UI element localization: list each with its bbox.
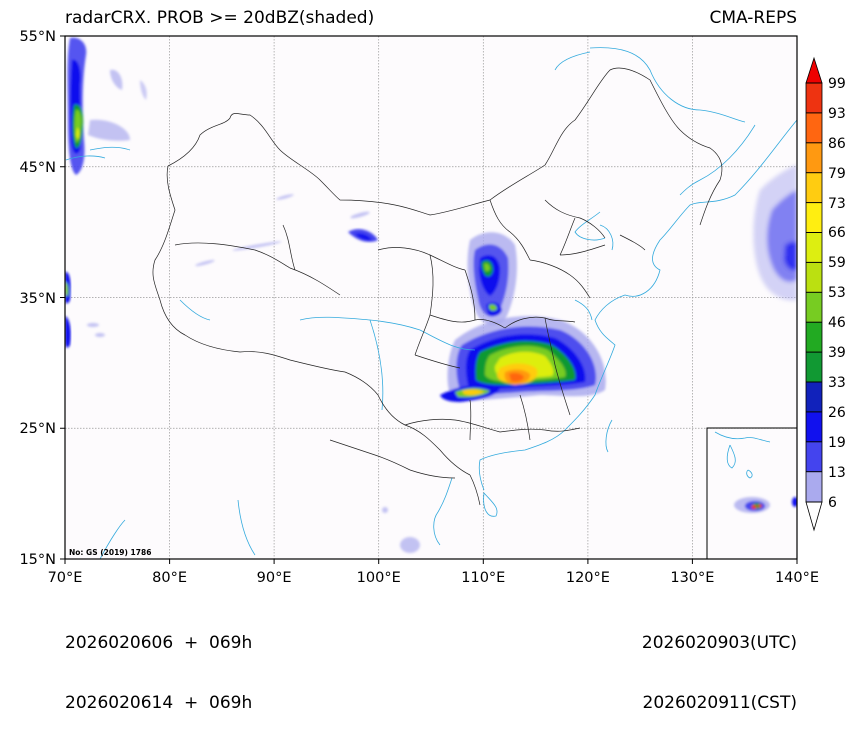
coastlines-rivers	[65, 47, 797, 559]
valid-time-utc: 2026020903(UTC)	[641, 633, 797, 653]
init-time-utc: 2026020606 + 069h	[65, 633, 253, 653]
colorbar-label: 93	[828, 106, 846, 122]
colorbar-label: 39	[828, 345, 846, 361]
colorbar-label: 6	[828, 495, 837, 511]
colorbar-labels: 99 93 86 79 73 66 59 53 46 39 33 26 19 1…	[828, 76, 846, 511]
valid-time-block: 2026020903(UTC) 2026020911(CST)	[642, 593, 797, 733]
y-tick-label: 45°N	[19, 160, 56, 176]
x-tick-label: 100°E	[357, 570, 401, 586]
x-tick-label: 70°E	[48, 570, 83, 586]
map-chart: No: GS (2019) 1786 70°E 80°E 90°E 100°E …	[19, 29, 846, 586]
colorbar-label: 66	[828, 225, 846, 241]
inset-coastline	[714, 431, 771, 479]
probability-shading	[65, 37, 797, 553]
init-time-block: 2026020606 + 069h 2026020614 + 069h	[65, 593, 252, 733]
colorbar-label: 46	[828, 315, 846, 331]
model-name: CMA-REPS	[709, 8, 797, 28]
colorbar-label: 73	[828, 196, 846, 212]
colorbar-label: 53	[828, 285, 846, 301]
x-tick-label: 90°E	[257, 570, 292, 586]
x-tick-label: 130°E	[670, 570, 714, 586]
colorbar-label: 99	[828, 76, 846, 92]
x-tick-label: 120°E	[566, 570, 610, 586]
colorbar-label: 86	[828, 136, 846, 152]
y-tick-label: 15°N	[19, 552, 56, 568]
valid-time-cst: 2026020911(CST)	[642, 693, 797, 713]
y-axis-labels: 55°N 45°N 35°N 25°N 15°N	[19, 29, 56, 568]
colorbar-label: 13	[828, 465, 846, 481]
x-tick-label: 80°E	[152, 570, 187, 586]
colorbar-over-triangle	[805, 56, 823, 84]
y-tick-label: 25°N	[19, 421, 56, 437]
x-tick-label: 140°E	[775, 570, 819, 586]
x-axis-labels: 70°E 80°E 90°E 100°E 110°E 120°E 130°E 1…	[48, 570, 819, 586]
colorbar-under-triangle	[805, 501, 823, 532]
approval-number: No: GS (2019) 1786	[69, 548, 151, 557]
y-tick-label: 35°N	[19, 291, 56, 307]
x-axis-ticks	[64, 559, 798, 564]
colorbar-label: 79	[828, 166, 846, 182]
y-axis-ticks	[60, 35, 65, 560]
init-time-cst: 2026020614 + 069h	[65, 693, 253, 713]
colorbar-label: 26	[828, 405, 846, 421]
colorbar-label: 33	[828, 375, 846, 391]
colorbar: 99 93 86 79 73 66 59 53 46 39 33 26 19 1…	[805, 56, 846, 532]
chart-title: radarCRX. PROB >= 20dBZ(shaded)	[65, 8, 375, 28]
admin-boundaries	[152, 67, 723, 506]
colorbar-label: 19	[828, 435, 846, 451]
colorbar-label: 59	[828, 255, 846, 271]
x-tick-label: 110°E	[461, 570, 505, 586]
y-tick-label: 55°N	[19, 29, 56, 45]
